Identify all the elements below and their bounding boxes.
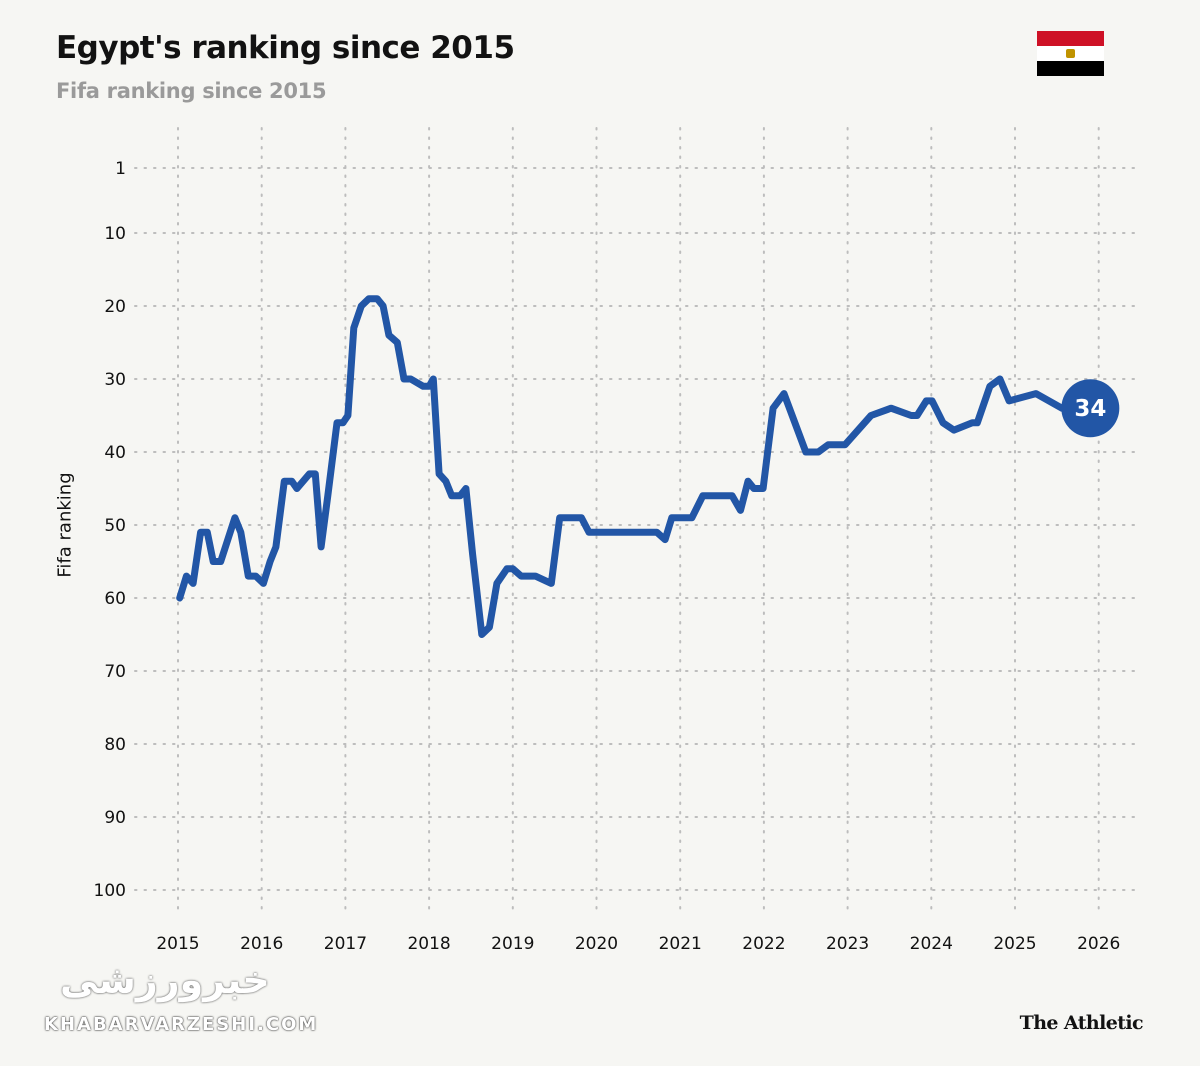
x-tick-label: 2020 [575,934,618,954]
chart-title: Egypt's ranking since 2015 [56,30,515,66]
egypt-flag-icon [1037,31,1104,76]
ranking-line [176,295,1094,638]
flag-white-stripe [1037,46,1104,61]
end-value-label: 34 [1074,396,1106,422]
x-tick-label: 2024 [910,934,953,954]
x-tick-label: 2017 [324,934,367,954]
y-tick-label: 1 [115,159,126,179]
y-tick-label: 10 [104,224,126,244]
y-tick-label: 80 [104,735,126,755]
x-tick-label: 2022 [742,934,785,954]
x-tick-label: 2018 [407,934,450,954]
y-tick-label: 100 [94,881,126,901]
x-tick-label: 2021 [659,934,702,954]
watermark: KHABARVARZESHI.COM [44,1014,319,1035]
y-tick-label: 90 [104,808,126,828]
flag-eagle-icon [1066,49,1075,58]
y-tick-label: 30 [104,370,126,390]
y-tick-label: 50 [104,516,126,536]
y-tick-label: 20 [104,297,126,317]
x-tick-label: 2015 [156,934,199,954]
brand-logo: The Athletic [1019,1012,1144,1034]
y-axis-label: Fifa ranking [54,472,76,578]
y-tick-label: 40 [104,443,126,463]
x-tick-label: 2016 [240,934,283,954]
watermark-logo: ﺧﺒﺮورزﺷﯽ [60,958,270,1002]
x-tick-label: 2023 [826,934,869,954]
x-tick-label: 2025 [993,934,1036,954]
y-tick-label: 60 [104,589,126,609]
chart-subtitle: Fifa ranking since 2015 [56,79,327,103]
y-tick-label: 70 [104,662,126,682]
end-marker [1061,379,1120,438]
x-tick-label: 2019 [491,934,534,954]
flag-red-stripe [1037,31,1104,46]
x-tick-label: 2026 [1077,934,1120,954]
flag-black-stripe [1037,61,1104,76]
